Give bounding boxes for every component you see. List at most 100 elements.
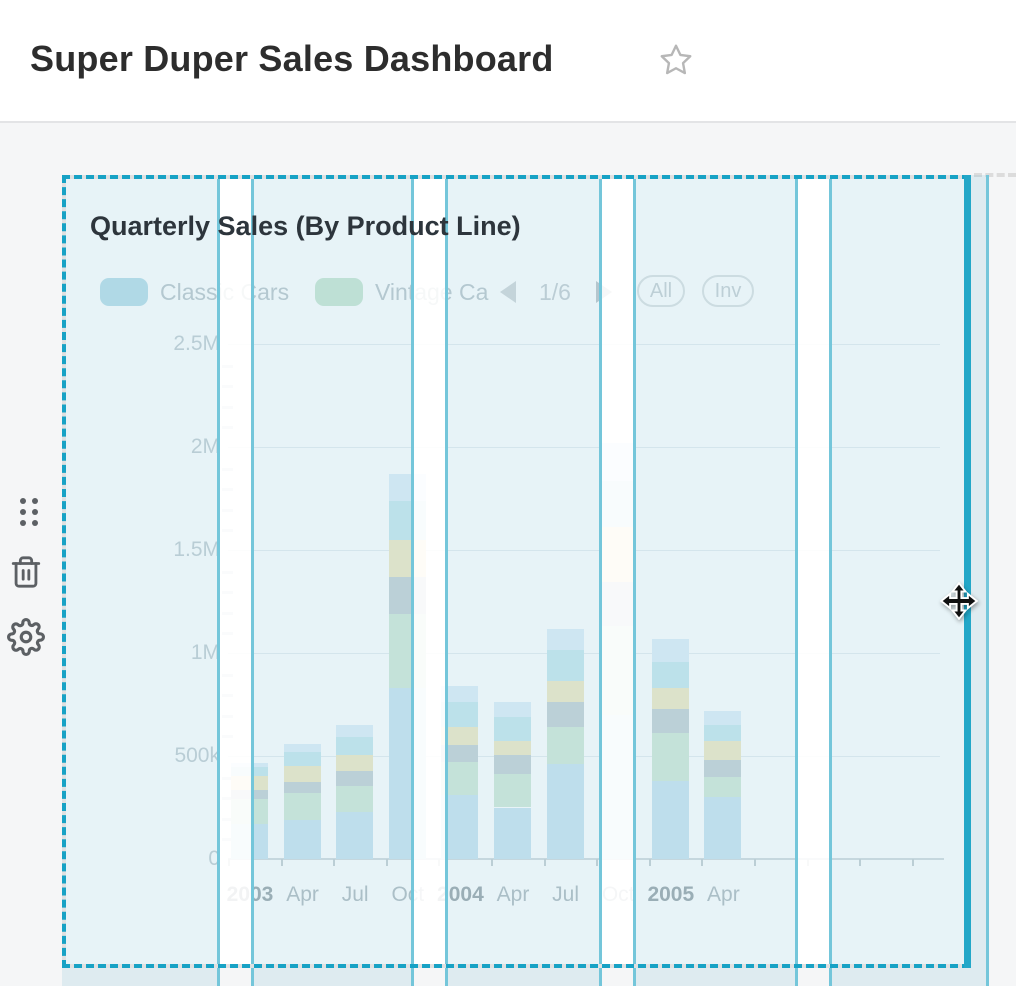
x-tick-label: Oct bbox=[601, 883, 635, 906]
bar-segment-series-yellow bbox=[283, 766, 321, 782]
x-tick-label: Apr bbox=[707, 883, 740, 906]
y-minor-tick bbox=[222, 611, 233, 615]
bar-segment-series-pale-blue bbox=[494, 702, 531, 717]
bar-segment-vintage-cars bbox=[283, 793, 321, 820]
x-tick-label: Jul bbox=[341, 883, 369, 906]
x-axis-tick bbox=[754, 859, 756, 866]
bar-segment-classic-cars bbox=[336, 811, 374, 859]
x-axis-tick bbox=[911, 859, 914, 866]
bar-segment-series-cyan bbox=[704, 725, 742, 741]
bar-segment-series-pale-blue bbox=[336, 725, 374, 738]
x-tick-label: 2004 bbox=[437, 883, 484, 906]
x-axis-tick bbox=[385, 859, 388, 866]
bar-segment-series-gray bbox=[231, 789, 268, 800]
legend-select-all-button[interactable]: All bbox=[637, 275, 685, 307]
y-minor-tick bbox=[222, 632, 233, 636]
bar-segment-series-cyan bbox=[336, 737, 374, 755]
bar-segment-classic-cars bbox=[546, 764, 584, 859]
bar-segment-vintage-cars bbox=[441, 762, 479, 796]
bar-segment-classic-cars bbox=[651, 780, 689, 859]
bar-segment-series-gray bbox=[651, 708, 689, 734]
grid-row-dashed-guide bbox=[974, 173, 1016, 177]
bar-segment-series-yellow bbox=[704, 740, 742, 761]
bar-segment-series-yellow bbox=[231, 775, 268, 790]
bar-segment-series-yellow bbox=[336, 754, 374, 772]
y-minor-tick bbox=[222, 385, 233, 389]
y-tick-label: 500k bbox=[174, 744, 220, 767]
bar-segment-series-cyan bbox=[546, 649, 584, 681]
x-tick-label: Apr bbox=[496, 883, 530, 906]
bar-segment-vintage-cars bbox=[599, 626, 637, 715]
gear-icon[interactable] bbox=[7, 617, 45, 657]
legend-prev-page-icon[interactable] bbox=[500, 281, 516, 303]
x-axis-line bbox=[228, 858, 944, 860]
x-axis-tick bbox=[596, 859, 599, 866]
bar-segment-series-cyan bbox=[283, 751, 321, 767]
chart-legend: Classic Cars Vintage Ca 1/6 All Inv bbox=[62, 275, 962, 309]
y-minor-tick bbox=[222, 694, 233, 698]
trash-icon[interactable] bbox=[9, 553, 43, 591]
y-tick-label: 1M bbox=[190, 641, 220, 664]
legend-swatch-vintage-cars[interactable] bbox=[315, 278, 363, 306]
bar-segment-series-yellow bbox=[546, 680, 584, 703]
y-minor-tick bbox=[222, 591, 233, 595]
x-axis-tick bbox=[228, 859, 230, 866]
bar-segment-classic-cars bbox=[494, 807, 531, 859]
bar-segment-series-pale-blue bbox=[704, 710, 742, 726]
x-tick-label: Jul bbox=[552, 883, 580, 906]
bar-segment-series-gray bbox=[336, 771, 374, 786]
y-minor-tick bbox=[222, 529, 233, 533]
bar-segment-classic-cars bbox=[388, 688, 426, 859]
bar-segment-series-cyan bbox=[651, 662, 689, 689]
bar-segment-vintage-cars bbox=[546, 727, 584, 765]
bar-segment-vintage-cars bbox=[336, 785, 374, 812]
favorite-star-icon[interactable] bbox=[658, 42, 694, 78]
x-axis-tick bbox=[333, 859, 336, 866]
bar-segment-series-gray bbox=[441, 744, 479, 763]
x-axis-tick bbox=[806, 859, 809, 866]
y-minor-tick bbox=[222, 364, 233, 368]
x-axis-tick bbox=[859, 859, 862, 866]
bar-segment-series-gray bbox=[283, 781, 321, 794]
x-tick-label: 2003 bbox=[226, 883, 274, 906]
bar-segment-series-yellow bbox=[494, 740, 531, 755]
bar-segment-classic-cars bbox=[704, 797, 742, 859]
bar-segment-series-pale-blue bbox=[599, 442, 637, 481]
x-axis-tick bbox=[543, 859, 546, 866]
drag-handle-icon[interactable] bbox=[16, 496, 42, 528]
y-minor-tick bbox=[222, 508, 233, 512]
y-tick-label: 0 bbox=[208, 847, 220, 870]
x-tick-label: 2005 bbox=[647, 883, 695, 906]
bar-segment-series-cyan bbox=[494, 716, 531, 741]
bar-segment-vintage-cars bbox=[494, 773, 531, 808]
bar-segment-vintage-cars bbox=[704, 776, 742, 798]
bar-segment-series-yellow bbox=[599, 527, 637, 582]
bar-segment-series-pale-blue bbox=[651, 638, 689, 663]
x-tick-label: Apr bbox=[286, 883, 319, 906]
bar-segment-series-pale-blue bbox=[388, 473, 426, 501]
bar-segment-vintage-cars bbox=[388, 613, 426, 689]
legend-swatch-classic-cars[interactable] bbox=[100, 278, 148, 306]
y-gridline bbox=[228, 344, 940, 345]
legend-label-vintage-cars[interactable]: Vintage Ca bbox=[375, 279, 489, 305]
legend-label-classic-cars[interactable]: Classic Cars bbox=[160, 279, 290, 305]
legend-invert-button[interactable]: Inv bbox=[702, 275, 754, 307]
bar-segment-series-cyan bbox=[231, 767, 268, 776]
y-minor-tick bbox=[222, 488, 233, 492]
bar-segment-series-pale-blue bbox=[283, 743, 321, 752]
bar-segment-series-yellow bbox=[441, 727, 479, 745]
y-gridline bbox=[228, 653, 940, 654]
bar-segment-series-yellow bbox=[388, 539, 426, 577]
y-tick-label: 2M bbox=[190, 435, 220, 458]
y-tick-label: 2.5M bbox=[173, 332, 220, 355]
bar-segment-series-cyan bbox=[388, 500, 426, 540]
legend-next-page-icon[interactable] bbox=[596, 281, 612, 303]
page-header: Super Duper Sales Dashboard bbox=[0, 0, 1016, 121]
y-minor-tick bbox=[222, 570, 233, 574]
dashboard-card-quarterly-sales[interactable]: Classic Cars Vintage Ca 1/6 All Inv 0 500… bbox=[62, 175, 970, 968]
bar-segment-series-cyan bbox=[599, 480, 637, 528]
x-axis-tick bbox=[648, 859, 651, 866]
card-resize-edge[interactable] bbox=[964, 175, 971, 968]
bar-segment-series-gray bbox=[546, 702, 584, 728]
y-minor-tick bbox=[222, 673, 233, 677]
